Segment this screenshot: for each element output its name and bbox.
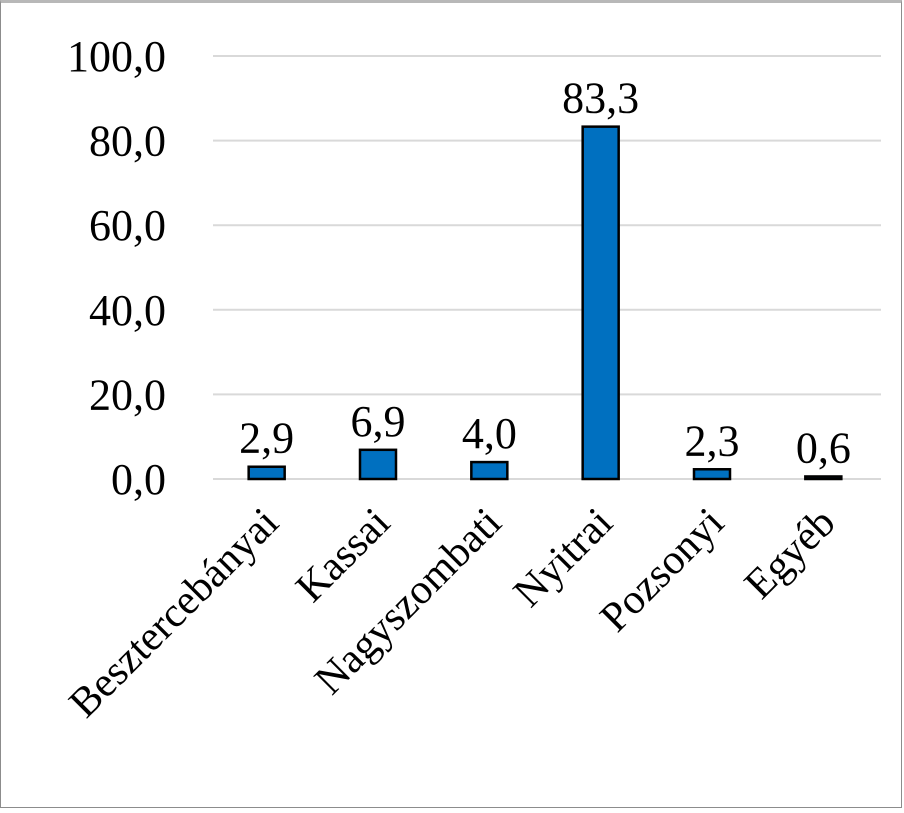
data-label: 0,6 <box>796 423 851 472</box>
y-tick-label: 40,0 <box>89 286 166 335</box>
bar <box>358 448 398 481</box>
y-tick-label: 100,0 <box>67 32 166 81</box>
y-axis-tick-labels: 0,0 20,0 40,0 60,0 80,0 100,0 <box>67 32 166 504</box>
bar <box>470 460 509 481</box>
bar <box>692 468 732 481</box>
data-label: 4,0 <box>462 409 517 458</box>
data-label: 2,3 <box>685 416 740 465</box>
y-tick-label: 0,0 <box>111 455 166 504</box>
data-labels: 2,9 6,9 4,0 83,3 2,3 0,6 <box>239 74 851 473</box>
gridlines <box>213 55 881 480</box>
category-labels: Besztercebányai KassaiNagyszombatiNyitrai… <box>61 500 845 727</box>
data-label: 2,9 <box>239 414 294 463</box>
bar <box>804 475 843 481</box>
bar <box>247 465 286 481</box>
data-label: 83,3 <box>562 74 639 123</box>
y-tick-label: 80,0 <box>89 117 166 166</box>
bar <box>581 125 620 481</box>
y-tick-label: 60,0 <box>89 201 166 250</box>
bars <box>247 125 843 481</box>
category-label: Egyéb <box>736 500 844 608</box>
data-label: 6,9 <box>351 397 406 446</box>
category-label: Besztercebányai <box>61 500 288 727</box>
y-tick-label: 20,0 <box>89 370 166 419</box>
category-label: Pozsonyi <box>592 500 733 641</box>
